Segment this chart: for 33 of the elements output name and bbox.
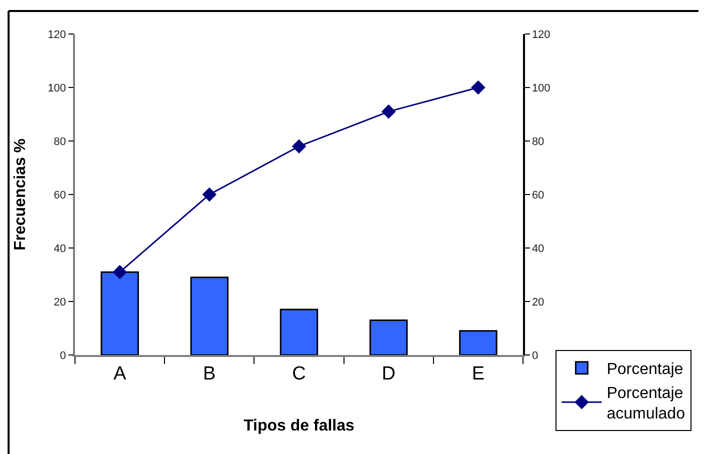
x-tick-label: E — [472, 364, 485, 385]
y-tick-label: 60 — [54, 189, 66, 202]
legend-label: Porcentaje — [606, 361, 684, 378]
y-tick-label: 0 — [60, 350, 66, 362]
x-tick-label: A — [113, 364, 126, 385]
point — [112, 264, 127, 280]
y2-tick-label: 60 — [532, 189, 544, 202]
x-axis-title: Tipos de fallas — [244, 418, 355, 435]
x-tick-label: B — [203, 364, 216, 385]
bar — [459, 330, 498, 355]
x-tick-label: D — [382, 364, 396, 385]
y-tick-label: 100 — [48, 82, 66, 94]
point — [381, 104, 396, 119]
y2-tick-label: 120 — [532, 28, 550, 41]
point — [471, 80, 486, 95]
bar — [369, 319, 408, 355]
x-tick-label: C — [292, 364, 306, 385]
y2-tick-label: 80 — [532, 136, 544, 148]
bar — [100, 271, 139, 355]
bar — [280, 308, 318, 355]
bar — [190, 276, 229, 355]
point — [202, 187, 217, 202]
y-tick-label: 120 — [48, 28, 66, 41]
y2-tick-label: 100 — [532, 82, 550, 94]
y-tick-label: 80 — [54, 136, 66, 148]
legend-label: Porcentaje acumulado — [606, 384, 686, 423]
y-tick-label: 40 — [54, 242, 66, 255]
y2-tick-label: 0 — [532, 350, 538, 362]
point — [292, 139, 306, 154]
y2-tick-label: 20 — [532, 296, 544, 308]
y-axis-title: Frecuencias % — [12, 138, 30, 251]
y-tick-label: 20 — [54, 296, 66, 308]
y2-tick-label: 40 — [532, 242, 544, 255]
